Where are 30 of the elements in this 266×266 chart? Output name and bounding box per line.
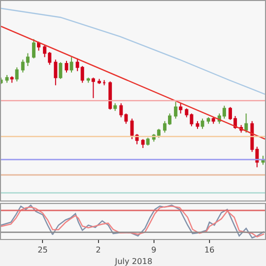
candlestick (98, 78, 101, 84)
candlestick (206, 116, 210, 124)
candlestick (212, 116, 216, 124)
x-tick-label: 16 (204, 246, 215, 255)
candlestick (10, 76, 14, 84)
candlestick (70, 56, 74, 73)
candlestick (130, 118, 134, 140)
candlestick (92, 77, 96, 99)
candlestick (146, 137, 150, 146)
candlestick (108, 80, 112, 110)
candlestick (37, 41, 40, 52)
x-tick-label: 9 (151, 246, 156, 255)
text: July 2018 (114, 257, 152, 266)
candlestick (102, 80, 106, 86)
candlestick (178, 102, 182, 114)
candlestick (113, 102, 117, 112)
candlestick (174, 101, 178, 120)
candlestick (5, 74, 9, 84)
candlestick (54, 59, 58, 86)
candlestick (15, 66, 19, 82)
candlestick (196, 120, 200, 130)
candlestick (64, 60, 68, 73)
x-tick-label: 25 (38, 246, 48, 255)
x-tick-label: 2 (96, 246, 101, 255)
candlestick (86, 77, 90, 84)
candlestick (32, 38, 36, 59)
candlestick (141, 138, 145, 149)
candlestick (244, 112, 248, 134)
candlestick (200, 118, 204, 130)
candlestick (58, 62, 62, 80)
